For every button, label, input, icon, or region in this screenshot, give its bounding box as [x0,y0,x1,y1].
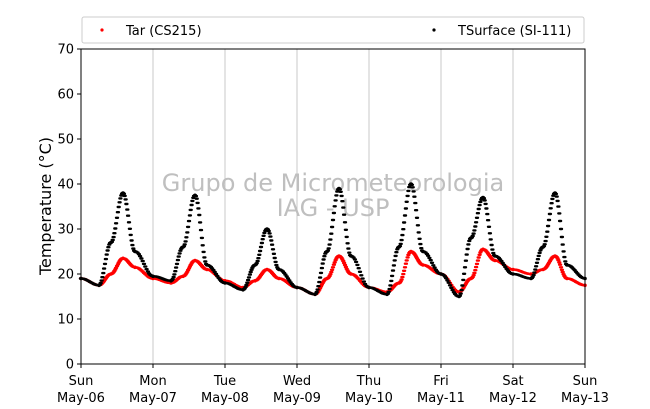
data-point [541,245,545,249]
data-point [367,285,371,290]
legend-label-tsurface: TSurface (SI-111) [457,24,571,39]
y-tick-label: 10 [57,313,74,328]
data-point [511,267,515,272]
data-point [205,267,209,272]
data-point [565,263,569,267]
watermark-line-2: IAG - USP [277,194,390,222]
data-point [223,281,227,285]
data-point [181,274,185,279]
data-point [493,258,497,263]
x-tick-label-date: May-11 [417,391,465,406]
y-axis-label: Temperature (°C) [36,137,55,276]
x-tick-label-day: Fri [433,374,449,389]
data-point [193,258,197,263]
legend-marker-tsurface [432,28,436,32]
data-point [241,288,245,292]
data-point [121,256,125,261]
data-point [109,272,113,276]
data-point [169,279,173,283]
data-point [457,294,461,299]
data-point [253,279,257,283]
data-point [337,254,341,258]
data-point [565,276,569,281]
data-point [469,276,473,281]
data-point [481,195,485,200]
data-point [325,249,329,254]
data-point [277,267,281,272]
y-tick-label: 70 [57,43,74,58]
data-point [349,272,353,276]
x-tick-label-date: May-08 [201,391,249,406]
data-point [421,249,425,254]
data-point [121,191,125,195]
x-tick-label-date: May-10 [345,391,393,406]
data-point [253,263,257,267]
data-point [397,281,401,285]
x-tick-label-date: May-13 [561,391,609,406]
data-point [181,245,185,249]
data-point [205,263,209,267]
data-point [151,274,155,279]
data-point [265,267,269,272]
data-point [409,249,413,254]
data-point [97,283,101,288]
y-tick-label: 50 [57,133,74,148]
x-tick-label-day: Mon [139,374,166,389]
data-point [421,263,425,267]
x-tick-label-day: Sat [502,374,523,389]
gridlines [152,49,514,364]
x-tick-label-date: May-12 [489,391,537,406]
series-layer [78,182,587,299]
data-point [277,276,281,281]
x-tick-label-day: Tue [213,374,236,389]
x-axis: Sun May-06 Mon May-07 Tue May-08 Wed May-09 Thu M… [57,364,609,406]
legend-box [81,16,585,44]
data-point [337,186,341,191]
x-tick-label-date: May-07 [129,391,177,406]
data-point [349,254,353,258]
x-tick-label-day: Wed [283,374,311,389]
x-tick-label-date: May-06 [57,391,105,406]
data-point [529,276,533,281]
series-tsurface [78,182,587,299]
data-point [325,276,329,281]
x-tick-label-day: Sun [69,374,94,389]
data-point [397,245,401,249]
data-point [133,265,137,270]
legend-marker-tar [100,28,104,32]
data-point [313,292,317,297]
x-tick-label-day: Sun [573,374,598,389]
y-tick-label: 30 [57,223,74,238]
data-point [385,292,389,297]
data-point [553,254,557,258]
y-tick-label: 0 [66,358,74,373]
y-tick-label: 40 [57,178,74,193]
data-point [409,182,413,186]
data-point [265,227,269,231]
y-tick-label: 20 [57,268,74,283]
watermark-line-1: Grupo de Micrometeorologia [162,169,504,197]
x-tick-label-day: Thu [356,374,381,389]
data-point [541,267,545,272]
legend: Tar (CS215) TSurface (SI-111) [81,16,585,44]
data-point [133,249,137,254]
watermark: Grupo de Micrometeorologia IAG - USP [162,169,504,222]
x-tick-label-date: May-09 [273,391,321,406]
legend-label-tar: Tar (CS215) [125,24,202,39]
data-point [193,193,197,198]
data-point [109,240,113,245]
data-point [493,254,497,258]
data-point [295,285,299,290]
data-point [511,272,515,276]
data-point [439,272,443,276]
plot-frame [80,48,586,365]
y-axis: 0 10 20 30 40 50 60 70 [57,43,81,373]
data-point [553,191,557,195]
data-point [469,236,473,240]
data-point [481,247,485,252]
y-tick-label: 60 [57,88,74,103]
